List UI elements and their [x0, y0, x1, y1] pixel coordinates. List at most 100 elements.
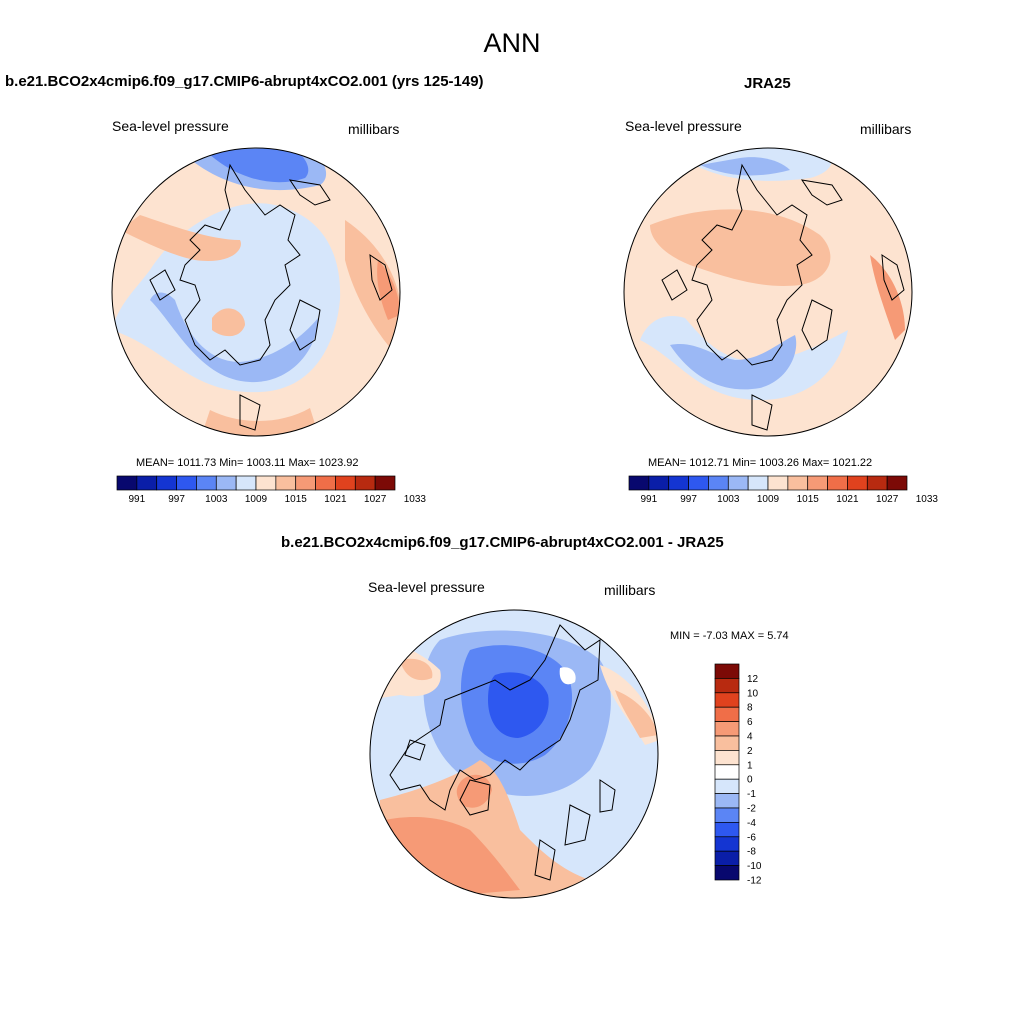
diff-colorbar-box — [714, 735, 740, 751]
model-coastlines — [149, 163, 393, 431]
obs-colorbar-box — [727, 475, 749, 491]
model-colorbar-box — [136, 475, 158, 491]
obs-colorbar-box — [886, 475, 908, 491]
obs-panel-title: JRA25 — [744, 75, 791, 92]
obs-stats: MEAN= 1012.71 Min= 1003.26 Max= 1021.22 — [648, 457, 873, 469]
obs-fill-atlantic-low — [640, 316, 848, 400]
diff-colorbar-box — [714, 721, 740, 737]
diff-units-label: millibars — [604, 582, 656, 598]
diff-colorbar-box — [714, 807, 740, 823]
diff-colorbar-tick-label: -1 — [747, 789, 756, 800]
model-colorbar-box — [215, 475, 237, 491]
diff-colorbar-box — [714, 663, 740, 679]
model-colorbar-tick-label: 1003 — [205, 494, 228, 505]
diff-colorbar-tick-label: 1 — [747, 760, 753, 771]
obs-colorbar-box — [767, 475, 789, 491]
diff-colorbar-box — [714, 836, 740, 852]
model-units-label: millibars — [348, 121, 400, 137]
model-colorbar-box — [295, 475, 316, 491]
obs-colorbar-tick-label: 1033 — [916, 494, 939, 505]
diff-panel-title: b.e21.BCO2x4cmip6.f09_g17.CMIP6-abrupt4x… — [281, 534, 724, 551]
diff-colorbar-box — [714, 793, 740, 809]
model-colorbar-tick-label: 1021 — [324, 494, 347, 505]
obs-coastlines — [661, 163, 905, 431]
diff-colorbar-tick-label: 8 — [747, 703, 753, 714]
obs-fill-atlantic-core — [670, 335, 797, 390]
model-variable-label: Sea-level pressure — [112, 118, 229, 134]
obs-fill-aleutian-core — [700, 157, 790, 176]
model-colorbar-tick-label: 1033 — [404, 494, 427, 505]
model-colorbar-box — [176, 475, 197, 491]
diff-colorbar-box — [714, 692, 740, 708]
model-colorbar-box — [156, 475, 177, 491]
model-colorbar-box — [335, 475, 356, 491]
obs-colorbar-box — [847, 475, 868, 491]
model-colorbar-box — [196, 475, 217, 491]
diff-colorbar-box — [714, 778, 740, 794]
diff-colorbar-tick-label: -6 — [747, 832, 756, 843]
obs-colorbar-box — [688, 475, 709, 491]
obs-colorbar-tick-label: 997 — [680, 494, 697, 505]
model-colorbar-box — [354, 475, 376, 491]
diff-coastlines — [389, 624, 616, 881]
obs-colorbar-box — [787, 475, 809, 491]
model-map-border — [111, 147, 401, 437]
obs-colorbar-tick-label: 1015 — [797, 494, 820, 505]
model-colorbar-box — [235, 475, 257, 491]
obs-colorbar-box — [648, 475, 670, 491]
diff-colorbar-tick-label: -10 — [747, 861, 762, 872]
diff-map — [370, 610, 658, 898]
diff-colorbar-box — [714, 865, 740, 881]
model-colorbar-tick-label: 1027 — [364, 494, 387, 505]
obs-colorbar-box — [708, 475, 729, 491]
obs-colorbar: 991 997 1003 1009 1015 1021 1027 1033 — [628, 475, 939, 505]
model-colorbar-tick-label: 997 — [168, 494, 185, 505]
model-colorbar-tick-label: 1009 — [245, 494, 268, 505]
obs-colorbar-box — [807, 475, 828, 491]
diff-colorbar-box — [714, 706, 740, 722]
model-fill-east-high — [345, 220, 400, 360]
obs-colorbar-box — [628, 475, 650, 491]
model-colorbar-box — [374, 475, 396, 491]
obs-variable-label: Sea-level pressure — [625, 118, 742, 134]
obs-colorbar-box — [747, 475, 769, 491]
obs-colorbar-box — [668, 475, 689, 491]
model-fill-aleutian-core — [205, 148, 309, 183]
diff-fill-small-zero — [559, 667, 576, 685]
diff-colorbar-tick-label: 0 — [747, 775, 753, 786]
diff-colorbar-tick-label: 10 — [747, 688, 759, 699]
model-panel-title: b.e21.BCO2x4cmip6.f09_g17.CMIP6-abrupt4x… — [5, 73, 484, 90]
model-colorbar-tick-label: 1015 — [285, 494, 308, 505]
diff-colorbar-box — [714, 764, 740, 780]
diff-colorbar-tick-label: 12 — [747, 674, 759, 685]
obs-colorbar-tick-label: 1003 — [717, 494, 740, 505]
diff-colorbar-tick-label: -12 — [747, 876, 762, 887]
diff-colorbar-box — [714, 850, 740, 866]
diff-stats: MIN = -7.03 MAX = 5.74 — [670, 630, 789, 642]
model-fill-atlantic-low — [150, 292, 318, 383]
model-colorbar-box — [315, 475, 336, 491]
diff-colorbar-box — [714, 678, 740, 694]
diff-colorbar-tick-label: 2 — [747, 746, 753, 757]
diff-colorbar-tick-label: -8 — [747, 847, 756, 858]
diff-fill-east-pos-core — [615, 690, 658, 738]
diff-colorbar-tick-label: 4 — [747, 732, 753, 743]
diff-colorbar-tick-label: 6 — [747, 717, 753, 728]
diff-colorbar-tick-label: -4 — [747, 818, 756, 829]
obs-fill-arctic-high — [650, 209, 831, 286]
model-colorbar-box — [255, 475, 277, 491]
model-colorbar: 991 997 1003 1009 1015 1021 1027 1033 — [116, 475, 427, 505]
model-colorbar-tick-label: 991 — [129, 494, 146, 505]
obs-colorbar-tick-label: 1027 — [876, 494, 899, 505]
obs-colorbar-box — [866, 475, 888, 491]
diff-fill-west-pos-core — [400, 658, 433, 681]
obs-colorbar-tick-label: 1021 — [836, 494, 859, 505]
diff-variable-label: Sea-level pressure — [368, 579, 485, 595]
diff-colorbar-box — [714, 822, 740, 838]
model-fill-east-high-core — [377, 260, 400, 320]
diff-map-border — [369, 609, 659, 899]
model-stats: MEAN= 1011.73 Min= 1003.11 Max= 1023.92 — [136, 457, 359, 469]
obs-colorbar-tick-label: 991 — [641, 494, 658, 505]
